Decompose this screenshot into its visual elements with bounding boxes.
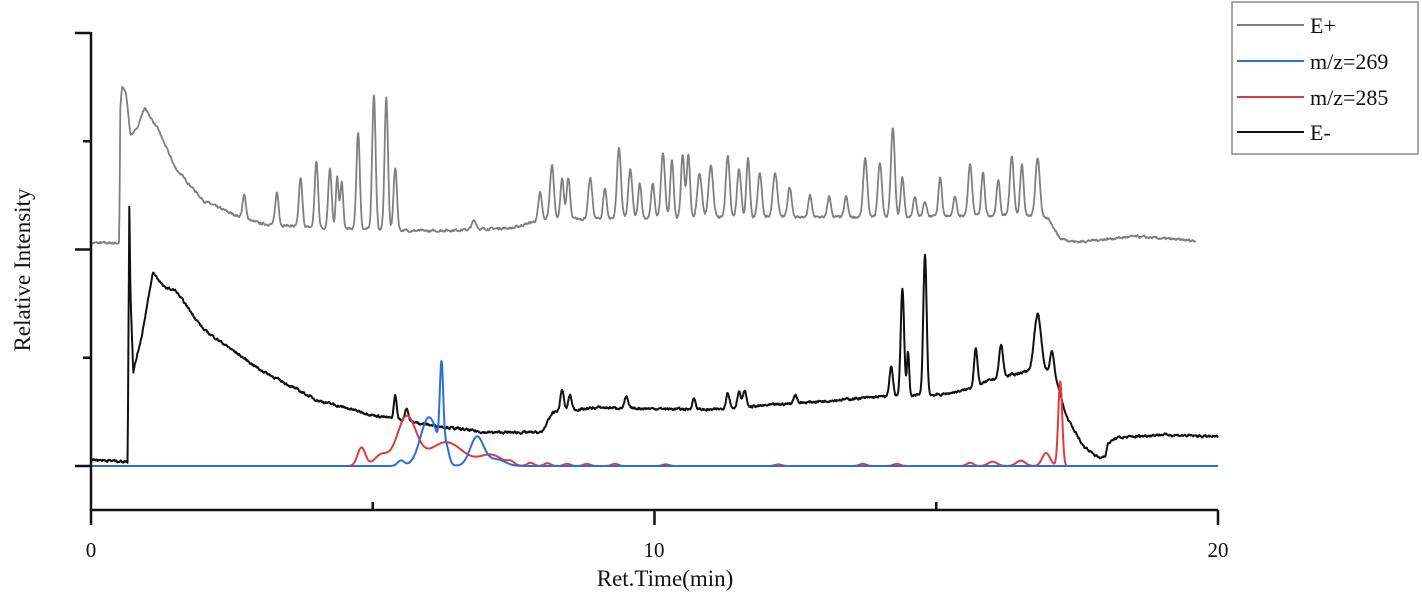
x-axis-label: Ret.Time(min) bbox=[597, 566, 734, 591]
series-line-e bbox=[90, 85, 1197, 245]
ticks bbox=[75, 31, 1220, 525]
legend: E+ m/z=269 m/z=285 E- bbox=[1231, 1, 1419, 155]
axes bbox=[89, 32, 1218, 512]
y-axis-label: Relative Intensity bbox=[10, 188, 35, 351]
x-tick-label: 0 bbox=[86, 538, 97, 562]
legend-box bbox=[1231, 1, 1419, 155]
series-line-m-z-269 bbox=[90, 360, 1219, 467]
legend-label-mz269: m/z=269 bbox=[1310, 49, 1388, 74]
x-tick-label: 10 bbox=[644, 538, 665, 562]
x-tick-label: 20 bbox=[1208, 538, 1229, 562]
legend-label-e-minus: E- bbox=[1310, 120, 1331, 145]
legend-label-mz285: m/z=285 bbox=[1310, 85, 1388, 110]
series-line-e bbox=[90, 205, 1219, 464]
plot-area bbox=[90, 85, 1219, 467]
series-line-m-z-285 bbox=[90, 380, 1219, 467]
legend-label-e-plus: E+ bbox=[1310, 13, 1336, 38]
